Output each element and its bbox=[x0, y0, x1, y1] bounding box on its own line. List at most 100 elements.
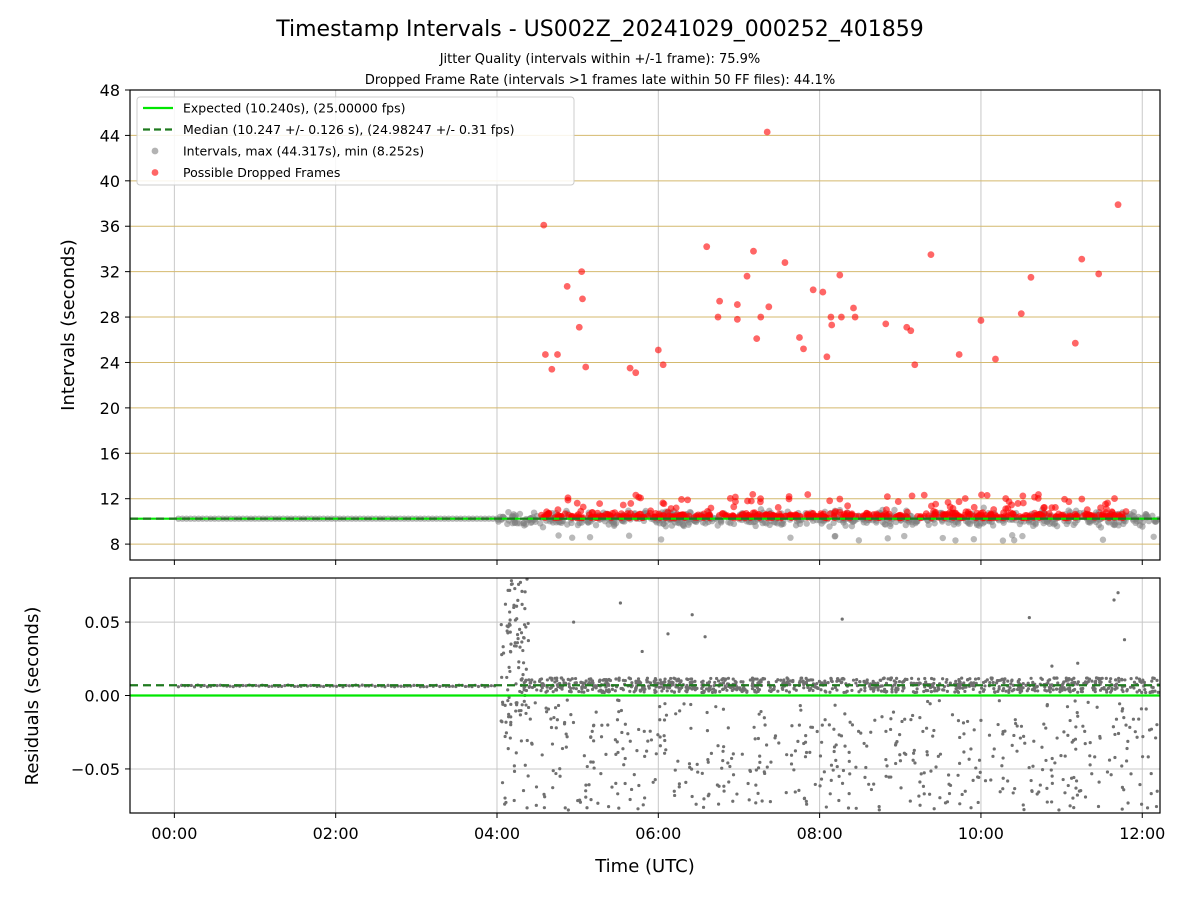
residual-point bbox=[1070, 678, 1074, 682]
dropped-frame-outlier bbox=[578, 268, 586, 276]
residual-point bbox=[622, 763, 626, 767]
dropped-frame-point bbox=[822, 514, 829, 521]
residual-point bbox=[512, 603, 516, 607]
residual-point bbox=[678, 687, 682, 691]
residual-outlier bbox=[840, 617, 844, 621]
residual-point bbox=[1076, 690, 1080, 694]
residual-point bbox=[956, 773, 960, 777]
residual-point bbox=[525, 806, 529, 810]
legend-dot-swatch bbox=[151, 169, 159, 176]
residual-point bbox=[1066, 783, 1070, 788]
residual-point bbox=[889, 717, 893, 721]
dropped-frame-outlier bbox=[716, 297, 724, 305]
residual-point bbox=[528, 684, 532, 689]
residual-point bbox=[1022, 808, 1026, 812]
residual-point bbox=[937, 687, 941, 691]
dropped-frame-point bbox=[874, 511, 881, 519]
residual-point bbox=[696, 770, 700, 774]
interval-point bbox=[803, 520, 810, 527]
dropped-frame-outlier bbox=[579, 295, 586, 303]
residual-point bbox=[922, 689, 926, 694]
residual-point bbox=[950, 713, 955, 717]
residual-point bbox=[733, 679, 737, 683]
residual-point bbox=[983, 684, 987, 688]
residual-point bbox=[989, 676, 993, 680]
residual-point bbox=[504, 731, 508, 735]
residual-point bbox=[1000, 764, 1004, 768]
interval-point bbox=[1097, 524, 1105, 531]
residual-point bbox=[1056, 681, 1060, 685]
interval-point bbox=[1070, 521, 1077, 529]
dropped-frame-outlier bbox=[1114, 201, 1122, 209]
residual-point bbox=[771, 687, 775, 691]
residual-point bbox=[843, 744, 847, 748]
residual-point bbox=[768, 800, 772, 804]
residual-point bbox=[553, 676, 557, 680]
residual-point bbox=[515, 633, 520, 637]
residual-point bbox=[796, 739, 800, 743]
residual-point bbox=[1109, 773, 1113, 777]
residual-point bbox=[626, 732, 630, 736]
dropped-frame-outlier bbox=[757, 313, 765, 321]
residual-point bbox=[994, 681, 999, 685]
residual-point bbox=[777, 741, 781, 745]
residual-point bbox=[524, 703, 528, 707]
residual-point bbox=[811, 688, 815, 693]
residual-point bbox=[884, 774, 888, 778]
residual-point bbox=[779, 678, 783, 682]
residual-point bbox=[693, 688, 697, 692]
residual-point bbox=[554, 726, 558, 730]
residual-point bbox=[1030, 789, 1034, 793]
residual-point bbox=[1124, 759, 1129, 763]
residual-point bbox=[804, 799, 808, 803]
legend: Expected (10.240s), (25.00000 fps) Median… bbox=[136, 96, 575, 186]
residual-point bbox=[802, 686, 806, 690]
residual-point bbox=[785, 753, 789, 757]
residual-point bbox=[726, 761, 730, 765]
residual-point bbox=[690, 687, 694, 691]
dropped-frame-outlier bbox=[753, 335, 761, 343]
dropped-frame-point bbox=[785, 495, 793, 503]
dropped-frame-outlier bbox=[563, 283, 571, 290]
residual-point bbox=[522, 636, 526, 640]
residual-point bbox=[1156, 690, 1160, 694]
residual-point bbox=[977, 775, 981, 780]
dropped-frame-outlier bbox=[733, 315, 741, 323]
dropped-frame-point bbox=[883, 493, 891, 501]
residual-point bbox=[1045, 786, 1049, 791]
residual-point bbox=[1006, 779, 1010, 783]
residual-point bbox=[830, 687, 834, 691]
dropped-frame-point bbox=[1014, 500, 1022, 507]
interval-point bbox=[1109, 521, 1117, 528]
residual-point bbox=[1060, 686, 1064, 690]
residual-point bbox=[512, 764, 516, 768]
residual-point bbox=[1125, 746, 1129, 751]
residual-point bbox=[806, 685, 810, 690]
residual-point bbox=[522, 681, 526, 685]
residual-point bbox=[820, 740, 824, 744]
residual-point bbox=[667, 679, 671, 683]
interval-point bbox=[891, 506, 898, 514]
interval-point bbox=[1029, 522, 1037, 530]
residual-point bbox=[584, 679, 588, 683]
residual-point bbox=[784, 790, 788, 795]
bottom-panel-frame bbox=[129, 577, 1161, 814]
residual-point bbox=[591, 760, 595, 764]
residual-point bbox=[600, 690, 604, 694]
interval-point bbox=[512, 512, 519, 519]
legend-box bbox=[136, 96, 575, 186]
residual-point bbox=[1139, 680, 1144, 684]
residual-point bbox=[865, 681, 869, 685]
residual-point bbox=[1115, 682, 1119, 686]
residual-point bbox=[1099, 680, 1103, 684]
residual-point bbox=[518, 645, 522, 649]
residual-point bbox=[1007, 688, 1011, 692]
interval-point bbox=[537, 520, 544, 527]
residual-point bbox=[373, 684, 377, 688]
residual-point bbox=[1105, 770, 1110, 774]
residual-point bbox=[623, 722, 627, 726]
residual-point bbox=[924, 680, 928, 684]
interval-point bbox=[925, 521, 932, 529]
residual-point bbox=[689, 677, 694, 681]
residual-point bbox=[1104, 676, 1108, 680]
